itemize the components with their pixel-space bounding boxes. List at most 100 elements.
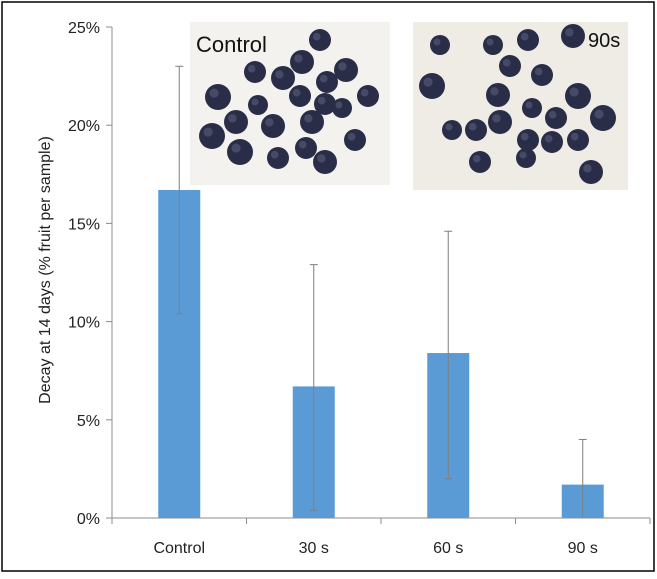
berry-highlight [492,114,501,123]
berry [261,114,285,138]
berry-highlight [203,127,213,137]
berry-highlight [312,32,321,41]
berry [561,24,585,48]
berry [522,98,542,118]
berry-highlight [209,88,219,98]
y-axis-label: Decay at 14 days (% fruit per sample) [37,136,54,404]
y-tick-label: 15% [68,216,100,233]
berry [469,151,491,173]
berry-highlight [594,109,604,119]
berry [224,110,248,134]
berry [313,150,337,174]
berry-highlight [231,143,241,153]
berry-highlight [275,70,284,79]
x-tick-label: 30 s [299,540,329,557]
berry-highlight [423,77,433,87]
berry-highlight [525,101,533,109]
berry [419,73,445,99]
axes-layer: 0% 5% 10% 15% 20% 25% Control 30 s 60 s 90 s [68,20,651,557]
berry-highlight [520,32,529,41]
x-tick-label: Control [153,540,205,557]
berry [488,110,512,134]
berry-highlight [317,96,326,105]
berry-highlight [520,132,529,141]
berry-highlight [486,38,494,46]
berry-highlight [338,62,347,71]
berry [205,84,231,110]
berry [244,61,266,83]
berry [483,35,503,55]
berry [289,85,311,107]
x-tick-label: 60 s [433,540,463,557]
error-bars-layer [175,65,587,519]
control-berries-photo [190,22,390,185]
berry [267,147,289,169]
berry [314,93,336,115]
berry [344,129,366,151]
berry-highlight [583,164,592,173]
berry [290,50,314,74]
berry-highlight [228,114,237,123]
berry [300,110,324,134]
berry-highlight [360,88,369,97]
berry-highlight [247,64,256,73]
berry-highlight [317,154,326,163]
berry-highlight [570,132,579,141]
berry-highlight [319,74,328,83]
berry [579,160,603,184]
berry [565,83,591,109]
y-tick-label: 10% [68,315,100,332]
berry [499,55,521,77]
berry-highlight [502,58,511,67]
berry [271,66,295,90]
berry-highlight [304,114,313,123]
y-tick-label: 5% [77,413,100,430]
berry [442,120,462,140]
berry [465,119,487,141]
berry [567,129,589,151]
berry-highlight [292,88,301,97]
y-tick-label: 0% [77,511,100,528]
berry-highlight [548,110,557,119]
berry-highlight [270,150,279,159]
berry-highlight [347,132,356,141]
berry [309,29,331,51]
y-tick-label: 25% [68,20,100,37]
berry [517,129,539,151]
berry-highlight [298,140,307,149]
berry [332,98,352,118]
berry-highlight [294,54,303,63]
berry-highlight [519,151,527,159]
berry [316,71,338,93]
berry-highlight [472,154,481,163]
berry-highlight [569,87,579,97]
berry [486,83,510,107]
treated-90s-berries-photo [413,22,628,190]
berry-highlight [490,87,499,96]
berry-highlight [565,28,574,37]
berry [531,64,553,86]
berry [430,35,450,55]
y-tick-label: 20% [68,118,100,135]
berry-highlight [335,101,343,109]
berry [295,137,317,159]
x-tick-label: 90 s [568,540,598,557]
berry [227,139,253,165]
berry [541,131,563,153]
berry [516,148,536,168]
inset-90s-label: 90s [588,30,620,52]
berry-highlight [265,118,274,127]
berry [357,85,379,107]
berry [517,29,539,51]
berry-highlight [534,67,543,76]
inset-control-label: Control [196,32,267,57]
berry [199,123,225,149]
berry [590,105,616,131]
berry-highlight [544,134,553,143]
berry [545,107,567,129]
berry [334,58,358,82]
berry-highlight [445,123,453,131]
berry-highlight [468,122,477,131]
